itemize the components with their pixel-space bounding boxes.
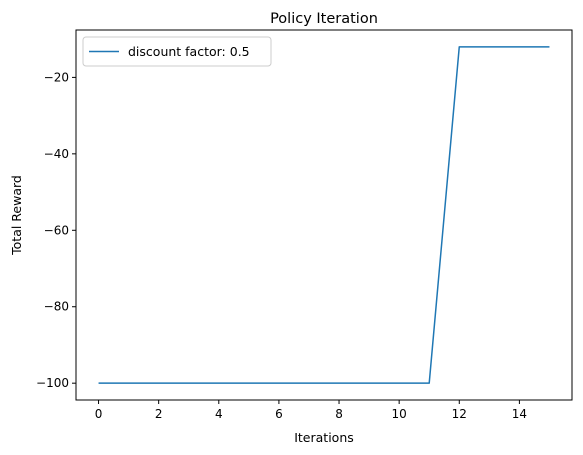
x-axis-ticks: 0 2 4 6 8 10 12 14 (95, 400, 527, 421)
x-axis-label: Iterations (294, 430, 354, 445)
series-layer (98, 46, 550, 384)
y-axis-label: Total Reward (9, 175, 24, 256)
x-tick-label: 12 (452, 407, 467, 421)
x-tick-label: 4 (215, 407, 223, 421)
y-tick-label: −100 (36, 376, 69, 390)
series-line (98, 46, 550, 384)
legend: discount factor: 0.5 (82, 36, 272, 67)
x-tick-label: 2 (155, 407, 163, 421)
legend-entry-label: discount factor: 0.5 (128, 44, 250, 59)
x-tick-label: 14 (512, 407, 527, 421)
chart-title: Policy Iteration (270, 11, 378, 27)
y-tick-label: −40 (44, 147, 69, 161)
x-tick-label: 10 (392, 407, 407, 421)
plot-frame (75, 29, 573, 401)
y-tick-label: −60 (44, 223, 69, 237)
x-tick-label: 8 (335, 407, 343, 421)
y-tick-label: −80 (44, 300, 69, 314)
y-axis-ticks: −100 −80 −60 −40 −20 (36, 70, 76, 390)
legend-box (82, 36, 272, 67)
y-tick-label: −20 (44, 70, 69, 84)
x-tick-label: 0 (95, 407, 103, 421)
x-tick-label: 6 (275, 407, 283, 421)
